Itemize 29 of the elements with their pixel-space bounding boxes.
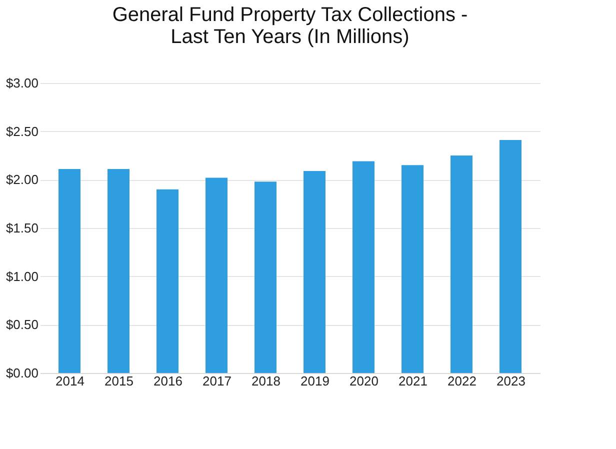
y-tick-label: $1.50 <box>6 220 38 236</box>
text: Last Ten Years (In Millions) <box>170 26 410 48</box>
bar <box>58 169 80 373</box>
x-tick-label: 2017 <box>202 374 232 388</box>
bar <box>304 170 326 373</box>
x-tick-label: 2015 <box>104 374 134 388</box>
x-tick-label: 2016 <box>154 374 182 388</box>
bar <box>254 182 276 373</box>
bar <box>206 178 228 373</box>
bar <box>450 156 472 373</box>
bar <box>402 165 424 373</box>
bar <box>500 140 522 373</box>
y-tick-label: $2.00 <box>6 172 38 188</box>
x-tick-label: 2023 <box>496 374 526 388</box>
x-tick-label: 2022 <box>448 374 476 388</box>
bar <box>352 161 374 373</box>
text: General Fund Property Tax Collections - <box>112 4 468 26</box>
x-tick-label: 2019 <box>300 374 330 388</box>
bar <box>156 189 178 373</box>
x-tick-label: 2014 <box>56 374 84 388</box>
x-tick-label: 2020 <box>350 374 378 388</box>
x-tick-label: 2018 <box>252 374 280 388</box>
y-tick-label: $3.00 <box>6 76 38 90</box>
y-tick-label: $0.00 <box>6 366 38 380</box>
bar <box>108 169 130 373</box>
x-tick-label: 2021 <box>398 374 428 388</box>
y-tick-label: $2.50 <box>6 124 38 139</box>
y-tick-label: $1.00 <box>6 268 38 284</box>
y-tick-label: $0.50 <box>6 317 38 332</box>
